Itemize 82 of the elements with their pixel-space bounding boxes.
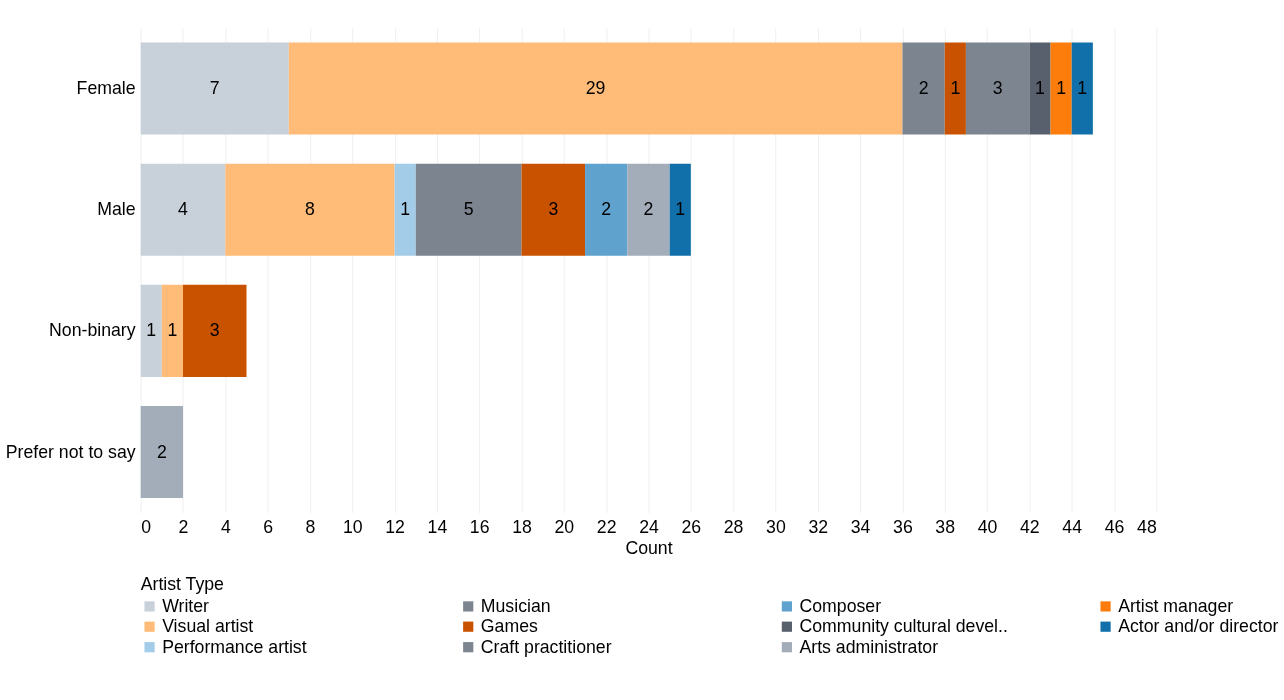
data-label: 1 bbox=[675, 199, 686, 220]
x-tick-label: 38 bbox=[935, 516, 956, 537]
legend-label: Musician bbox=[480, 596, 551, 617]
data-label: 8 bbox=[305, 199, 316, 220]
data-label: 1 bbox=[1077, 78, 1088, 99]
data-label: 1 bbox=[1056, 78, 1067, 99]
data-label: 2 bbox=[643, 199, 654, 220]
y-tick-label: Male bbox=[97, 199, 136, 220]
data-label: 29 bbox=[585, 78, 606, 99]
legend-label: Arts administrator bbox=[799, 636, 939, 657]
data-label: 1 bbox=[146, 320, 157, 341]
legend-label: Composer bbox=[799, 596, 882, 617]
bar bbox=[944, 42, 966, 135]
data-label: 3 bbox=[548, 199, 559, 220]
bar bbox=[1029, 42, 1051, 135]
bar bbox=[669, 163, 691, 256]
data-label: 1 bbox=[1035, 78, 1045, 99]
bar bbox=[140, 405, 184, 499]
bar bbox=[140, 284, 162, 377]
x-tick-label: 16 bbox=[469, 516, 490, 537]
data-label: 2 bbox=[601, 199, 612, 220]
bar bbox=[1050, 42, 1072, 135]
y-tick-label: Prefer not to say bbox=[5, 441, 136, 462]
x-tick-label: 22 bbox=[596, 516, 617, 537]
bar bbox=[140, 163, 226, 256]
bar bbox=[1071, 42, 1093, 135]
legend-label: Performance artist bbox=[162, 636, 307, 657]
x-tick-label: 44 bbox=[1062, 516, 1083, 537]
x-tick-label: 46 bbox=[1104, 516, 1125, 537]
data-label: 7 bbox=[209, 78, 220, 99]
data-label: 3 bbox=[992, 78, 1003, 99]
x-tick-label: 28 bbox=[723, 516, 744, 537]
x-tick-label: 4 bbox=[220, 516, 231, 537]
legend-title: Artist Type bbox=[140, 573, 225, 594]
x-tick-label: 18 bbox=[512, 516, 533, 537]
data-label: 1 bbox=[167, 320, 178, 341]
y-tick-label: Non-binary bbox=[49, 320, 136, 341]
legend-label: Visual artist bbox=[162, 616, 254, 637]
legend-label: Artist manager bbox=[1118, 596, 1234, 617]
bar bbox=[140, 42, 289, 135]
bar bbox=[585, 163, 628, 256]
bar bbox=[288, 42, 903, 135]
data-label: 2 bbox=[156, 441, 167, 462]
legend-label: Craft practitioner bbox=[480, 636, 612, 657]
x-axis-title: Count bbox=[625, 538, 673, 559]
bar bbox=[225, 163, 395, 256]
bar bbox=[161, 284, 184, 377]
bar bbox=[394, 163, 416, 256]
legend-label: Community cultural devel.. bbox=[799, 616, 1008, 637]
x-tick-label: 40 bbox=[977, 516, 998, 537]
data-label: 3 bbox=[209, 320, 220, 341]
legend-label: Actor and/or director bbox=[1118, 616, 1279, 637]
y-tick-label: Female bbox=[76, 78, 136, 99]
data-label: 4 bbox=[178, 199, 189, 220]
x-tick-label: 30 bbox=[766, 516, 786, 537]
x-tick-label: 26 bbox=[681, 516, 702, 537]
x-tick-label: 32 bbox=[808, 516, 829, 537]
data-label: 2 bbox=[918, 78, 929, 99]
x-tick-label: 14 bbox=[427, 516, 448, 537]
bar bbox=[627, 163, 670, 256]
legend-label: Writer bbox=[162, 596, 210, 617]
x-tick-label: 20 bbox=[554, 516, 575, 537]
legend-label: Games bbox=[480, 616, 538, 637]
x-tick-label: 48 bbox=[1137, 516, 1157, 537]
x-tick-label: 36 bbox=[893, 516, 913, 537]
data-label: 1 bbox=[400, 199, 411, 220]
x-tick-label: 34 bbox=[850, 516, 871, 537]
bar bbox=[965, 42, 1030, 135]
data-label: 5 bbox=[463, 199, 474, 220]
x-tick-label: 6 bbox=[263, 516, 274, 537]
x-tick-label: 24 bbox=[639, 516, 659, 537]
x-tick-label: 12 bbox=[385, 516, 405, 537]
x-tick-label: 0 bbox=[141, 516, 152, 537]
x-tick-label: 10 bbox=[342, 516, 363, 537]
bar bbox=[902, 42, 945, 135]
x-tick-label: 42 bbox=[1020, 516, 1040, 537]
bar bbox=[183, 284, 247, 377]
bar bbox=[415, 163, 522, 256]
data-label: 1 bbox=[950, 78, 961, 99]
x-tick-label: 2 bbox=[178, 516, 189, 537]
bar bbox=[521, 163, 586, 256]
x-tick-label: 8 bbox=[305, 516, 316, 537]
